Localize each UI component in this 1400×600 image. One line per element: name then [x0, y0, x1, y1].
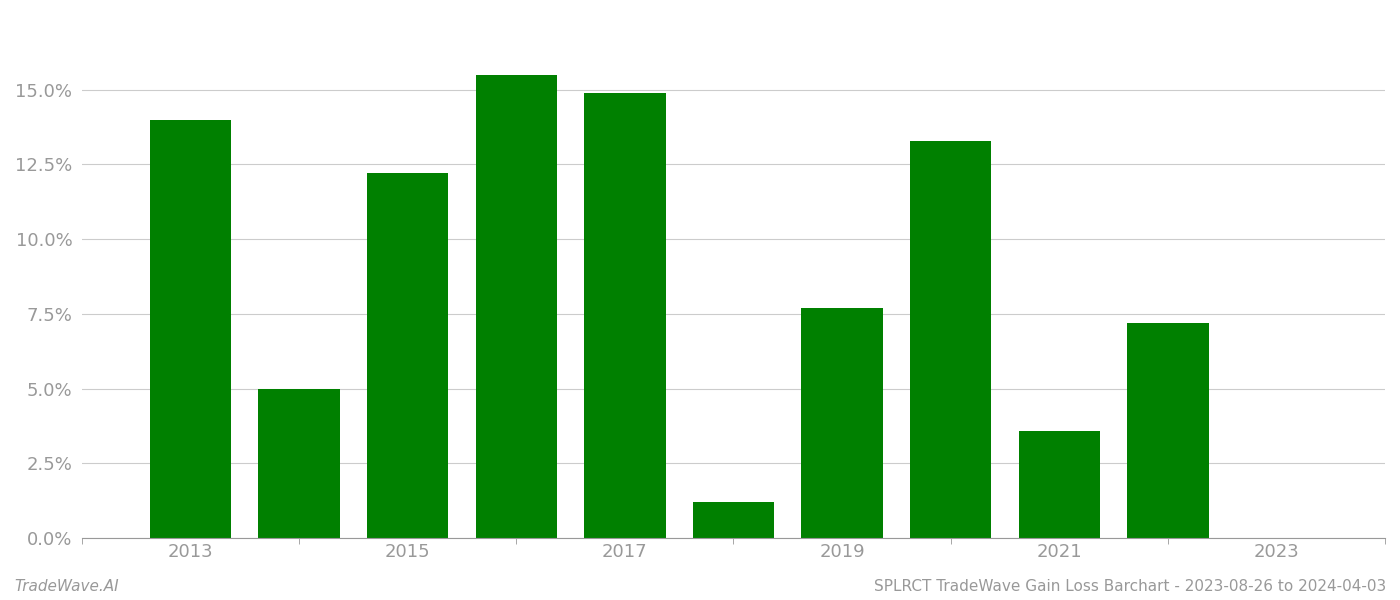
- Bar: [259, 389, 340, 538]
- Bar: [367, 173, 448, 538]
- Bar: [910, 140, 991, 538]
- Bar: [693, 502, 774, 538]
- Bar: [1127, 323, 1208, 538]
- Bar: [476, 75, 557, 538]
- Bar: [801, 308, 883, 538]
- Text: SPLRCT TradeWave Gain Loss Barchart - 2023-08-26 to 2024-04-03: SPLRCT TradeWave Gain Loss Barchart - 20…: [874, 579, 1386, 594]
- Bar: [1019, 431, 1100, 538]
- Text: TradeWave.AI: TradeWave.AI: [14, 579, 119, 594]
- Bar: [584, 93, 665, 538]
- Bar: [150, 119, 231, 538]
